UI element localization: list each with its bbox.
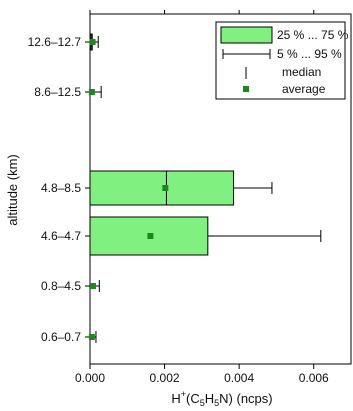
y-tick-label: 4.8–8.5: [41, 181, 81, 195]
box-4: 4.6–4.7: [41, 216, 322, 256]
legend-box-label: 25 % ... 75 %: [277, 28, 349, 42]
average-marker: [89, 39, 96, 45]
y-axis-label: altitude (km): [5, 154, 20, 226]
iqr-box: [89, 170, 235, 206]
box-1: 12.6–12.7: [28, 33, 99, 51]
y-axis-label-group: altitude (km): [5, 154, 20, 226]
legend: 25 % ... 75 % 5 % ... 95 % median average: [215, 21, 349, 100]
average-marker: [89, 283, 96, 289]
average-marker: [147, 233, 154, 239]
x-tick-label: 0.000: [75, 371, 105, 385]
x-tick-label: 0.006: [299, 371, 329, 385]
y-tick-label: 8.6–12.5: [34, 85, 81, 99]
plot-area: 0.000 0.002 0.004 0.006 12.6–12.7 8.6–12.5 4.8…: [28, 10, 352, 385]
box-3: 4.8–8.5: [41, 170, 273, 206]
x-axis-label-group: H+(C5H5N) (ncps): [171, 389, 272, 408]
legend-median-label: median: [282, 65, 321, 79]
legend-average-label: average: [282, 82, 326, 96]
legend-average-marker: [243, 86, 249, 92]
box-2: 8.6–12.5: [34, 85, 102, 99]
average-marker: [162, 185, 169, 191]
y-tick-label: 12.6–12.7: [28, 35, 82, 49]
x-axis-label: H+(C5H5N) (ncps): [171, 389, 272, 408]
box-5: 0.8–4.5: [41, 279, 100, 293]
average-marker: [88, 89, 95, 95]
y-tick-label: 0.6–0.7: [41, 330, 81, 344]
legend-box-swatch: [220, 26, 273, 44]
average-marker: [88, 334, 95, 340]
x-tick-label: 0.002: [150, 371, 180, 385]
y-tick-label: 0.8–4.5: [41, 279, 81, 293]
x-tick-label: 0.004: [224, 371, 254, 385]
y-tick-label: 4.6–4.7: [41, 229, 81, 243]
legend-whisker-label: 5 % ... 95 %: [277, 47, 342, 61]
box-6: 0.6–0.7: [41, 330, 97, 344]
legend-frame: [215, 21, 346, 100]
